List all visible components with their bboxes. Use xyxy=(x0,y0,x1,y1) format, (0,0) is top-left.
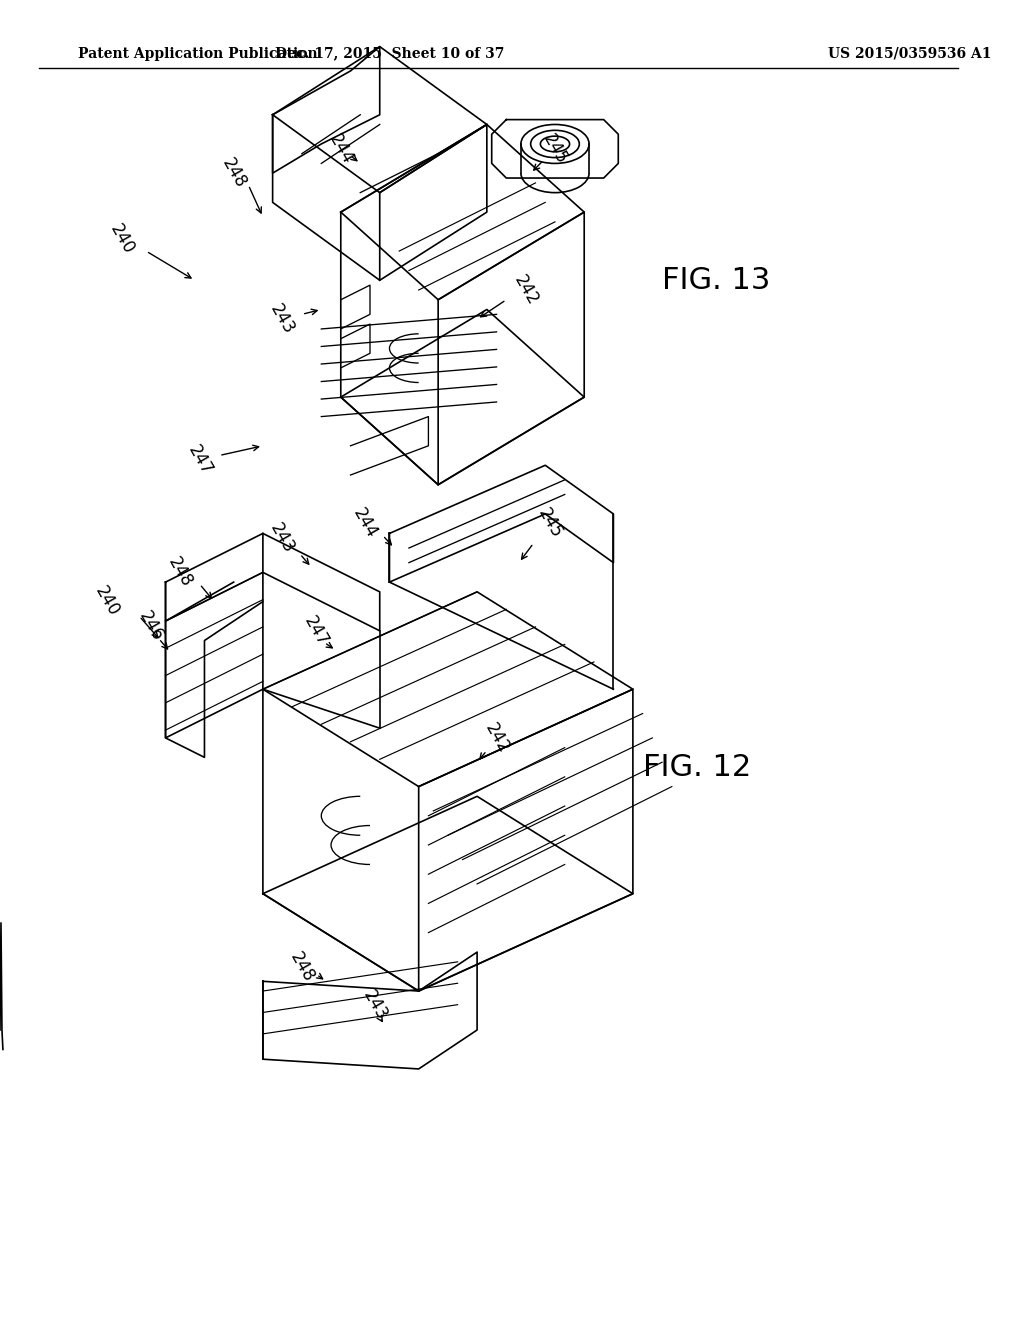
Text: Dec. 17, 2015  Sheet 10 of 37: Dec. 17, 2015 Sheet 10 of 37 xyxy=(274,46,504,61)
Text: 242: 242 xyxy=(481,719,512,756)
Text: 248: 248 xyxy=(165,554,196,590)
Text: US 2015/0359536 A1: US 2015/0359536 A1 xyxy=(827,46,991,61)
Text: FIG. 13: FIG. 13 xyxy=(663,265,770,294)
Text: 243: 243 xyxy=(359,987,390,1024)
Text: 245: 245 xyxy=(540,131,570,168)
Text: 244: 244 xyxy=(349,506,381,543)
Text: FIG. 12: FIG. 12 xyxy=(643,752,751,781)
Text: 240: 240 xyxy=(91,583,123,620)
Text: 247: 247 xyxy=(301,612,332,649)
Text: 247: 247 xyxy=(184,442,215,479)
Text: 245: 245 xyxy=(535,506,566,543)
Text: 244: 244 xyxy=(325,131,356,168)
Text: 240: 240 xyxy=(106,222,137,257)
Text: 243: 243 xyxy=(266,520,298,557)
Text: 242: 242 xyxy=(510,272,542,309)
Text: Patent Application Publication: Patent Application Publication xyxy=(78,46,317,61)
Text: 248: 248 xyxy=(286,949,317,985)
Text: 248: 248 xyxy=(218,154,250,191)
Text: 243: 243 xyxy=(266,301,298,338)
Text: 246: 246 xyxy=(135,607,167,644)
